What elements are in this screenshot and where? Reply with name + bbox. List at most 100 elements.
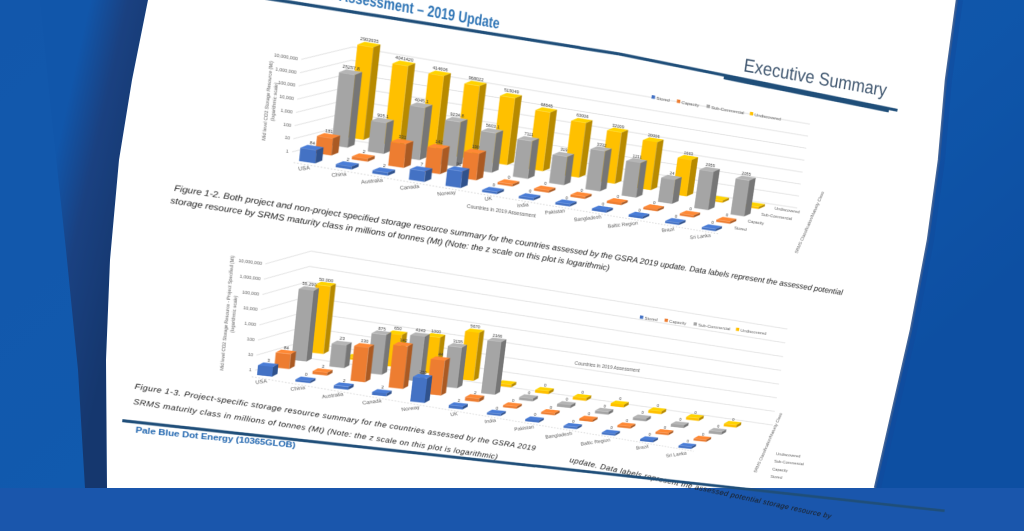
svg-text:142: 142: [435, 139, 443, 145]
svg-text:32009: 32009: [612, 123, 625, 130]
svg-text:Stored: Stored: [734, 226, 747, 233]
svg-text:China: China: [290, 386, 306, 393]
svg-text:2166: 2166: [492, 333, 502, 339]
svg-text:Sub-Commercial: Sub-Commercial: [761, 213, 792, 222]
svg-text:0: 0: [528, 391, 531, 396]
svg-text:0: 0: [625, 419, 628, 424]
svg-text:Australia: Australia: [322, 392, 345, 400]
svg-text:10: 10: [248, 352, 254, 358]
svg-text:2: 2: [457, 399, 460, 404]
svg-text:0: 0: [711, 221, 714, 226]
svg-text:10,000,000: 10,000,000: [274, 53, 298, 62]
svg-text:Sub-Commercial: Sub-Commercial: [711, 105, 744, 115]
svg-text:63006: 63006: [576, 113, 589, 120]
svg-text:Stored: Stored: [656, 96, 670, 103]
svg-text:84: 84: [283, 346, 289, 352]
svg-text:10: 10: [284, 136, 290, 142]
svg-text:181: 181: [325, 129, 334, 136]
svg-text:0: 0: [619, 397, 622, 402]
svg-text:Canada: Canada: [400, 184, 421, 191]
svg-text:100: 100: [283, 122, 292, 129]
svg-text:0: 0: [565, 397, 568, 402]
svg-text:0: 0: [653, 201, 656, 206]
svg-text:100: 100: [246, 337, 254, 343]
svg-text:84: 84: [309, 141, 315, 147]
svg-text:0: 0: [602, 202, 605, 207]
svg-text:0: 0: [588, 412, 591, 417]
svg-text:1,000,000: 1,000,000: [275, 67, 297, 76]
svg-text:0: 0: [534, 413, 537, 418]
svg-text:Norway: Norway: [401, 405, 421, 412]
svg-text:Stored: Stored: [644, 316, 658, 322]
svg-text:9234.8: 9234.8: [450, 112, 465, 119]
svg-text:Sub-Commercial: Sub-Commercial: [698, 323, 731, 332]
svg-text:2955: 2955: [705, 163, 715, 169]
svg-text:25257.8: 25257.8: [342, 64, 360, 72]
svg-text:India: India: [484, 418, 497, 424]
svg-text:0: 0: [656, 404, 659, 409]
svg-text:24: 24: [669, 171, 674, 177]
svg-text:0: 0: [603, 404, 606, 409]
svg-text:50,000: 50,000: [319, 277, 334, 284]
svg-text:SRMS Classification/Maturity C: SRMS Classification/Maturity Class: [794, 191, 825, 255]
svg-text:(logarithmic scale): (logarithmic scale): [270, 82, 280, 122]
svg-text:0: 0: [511, 399, 514, 404]
svg-text:3: 3: [267, 359, 270, 364]
svg-text:5670: 5670: [470, 324, 481, 330]
svg-text:USA: USA: [255, 379, 268, 386]
svg-text:0: 0: [581, 390, 584, 395]
svg-text:Capacity: Capacity: [669, 319, 687, 326]
svg-text:130: 130: [360, 339, 368, 345]
svg-text:0: 0: [565, 196, 568, 201]
svg-text:0: 0: [641, 411, 644, 416]
svg-text:0: 0: [648, 433, 651, 438]
svg-text:23: 23: [339, 337, 345, 343]
svg-text:Bangladesh: Bangladesh: [545, 432, 572, 441]
svg-text:Baltic Region: Baltic Region: [608, 221, 639, 229]
svg-text:0: 0: [495, 406, 498, 411]
svg-text:2: 2: [322, 364, 325, 369]
svg-text:2: 2: [362, 149, 365, 155]
svg-text:414606: 414606: [432, 66, 448, 74]
svg-text:250: 250: [419, 370, 427, 376]
svg-text:4343: 4343: [415, 328, 426, 334]
svg-text:Undiscovered: Undiscovered: [776, 452, 801, 459]
svg-text:1,000: 1,000: [280, 108, 293, 115]
svg-text:Baltic Region: Baltic Region: [580, 438, 610, 447]
svg-text:UK: UK: [484, 197, 492, 203]
svg-text:905.1: 905.1: [377, 113, 389, 120]
svg-text:100,000: 100,000: [242, 290, 260, 297]
svg-text:0: 0: [717, 424, 720, 429]
svg-text:0: 0: [529, 189, 532, 194]
svg-text:0: 0: [544, 182, 547, 187]
svg-text:1663: 1663: [683, 151, 693, 157]
svg-text:China: China: [331, 172, 347, 179]
svg-text:142: 142: [400, 338, 408, 344]
svg-text:319: 319: [560, 148, 568, 154]
svg-text:968022: 968022: [468, 76, 484, 84]
svg-text:Canada: Canada: [362, 399, 382, 407]
svg-text:2055: 2055: [741, 171, 751, 177]
svg-text:0: 0: [675, 214, 678, 219]
svg-text:Countries in 2019 Assessment: Countries in 2019 Assessment: [574, 361, 640, 373]
svg-text:2: 2: [381, 385, 384, 390]
svg-text:5603.1: 5603.1: [486, 123, 500, 130]
svg-text:3155: 3155: [453, 339, 464, 345]
svg-text:0: 0: [664, 426, 667, 431]
svg-text:190: 190: [472, 144, 480, 150]
svg-text:Capacity: Capacity: [772, 467, 788, 473]
svg-text:0: 0: [492, 183, 495, 188]
svg-text:0: 0: [544, 383, 547, 388]
svg-text:2902635: 2902635: [360, 36, 379, 44]
svg-text:3332: 3332: [597, 142, 607, 149]
svg-text:0: 0: [638, 208, 641, 213]
svg-text:0: 0: [686, 439, 689, 444]
svg-text:100,000: 100,000: [278, 81, 296, 89]
svg-text:USA: USA: [298, 166, 312, 173]
svg-text:10,000: 10,000: [243, 306, 258, 313]
svg-text:Australia: Australia: [361, 178, 384, 185]
svg-text:Undiscovered: Undiscovered: [740, 328, 767, 336]
svg-text:0: 0: [507, 175, 510, 180]
svg-text:7111: 7111: [524, 132, 534, 139]
svg-text:10,000: 10,000: [279, 94, 294, 102]
